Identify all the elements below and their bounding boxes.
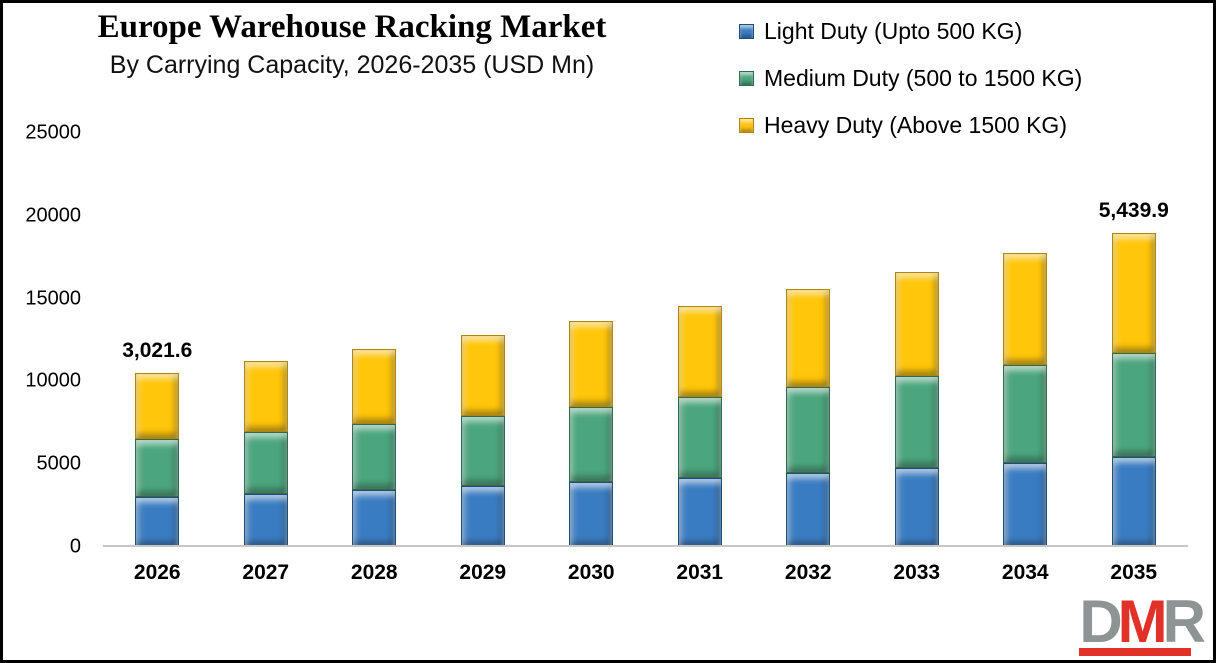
y-axis: 0 5000 10000 15000 20000 25000 (3, 122, 82, 558)
x-axis-label: 2035 (1110, 561, 1158, 584)
chart-subtitle: By Carrying Capacity, 2026-2035 (USD Mn) (109, 50, 595, 79)
bar-segment (135, 372, 180, 439)
bar-column-2029 (429, 133, 538, 547)
bar-column-2027 (212, 133, 321, 547)
dmr-logo: DMR (1079, 592, 1206, 656)
bar-segment (352, 348, 397, 424)
legend-label: Light Duty (Upto 500 KG) (764, 18, 1023, 44)
x-axis-label: 2033 (893, 561, 941, 584)
logo-underline (1079, 648, 1192, 656)
data-label: 3,021.6 (122, 339, 193, 362)
bar-stack (243, 361, 288, 547)
x-axis-label: 2029 (459, 561, 507, 584)
bar-column-2026: 3,021.6 (103, 133, 212, 547)
x-axis-label: 2032 (784, 561, 832, 584)
bar-segment (569, 482, 614, 547)
bar-column-2034 (971, 133, 1080, 547)
bar-stack (460, 335, 505, 547)
bar-segment (786, 289, 831, 388)
title-block: Europe Warehouse Racking Market By Carry… (11, 9, 693, 80)
x-axis-line (103, 545, 1188, 547)
logo-letter-d: D (1079, 588, 1122, 655)
chart-title: Europe Warehouse Racking Market (97, 9, 607, 45)
bar-segment (243, 431, 288, 494)
bar-segment (352, 490, 397, 547)
bar-column-2032 (754, 133, 863, 547)
y-tick-label: 20000 (25, 204, 81, 227)
bar-segment (1111, 352, 1156, 457)
x-axis-label: 2027 (242, 561, 290, 584)
bar-segment (135, 497, 180, 547)
logo-letter-r: R (1162, 588, 1206, 655)
logo-letters: DMR (1079, 592, 1206, 652)
bar-segment (243, 493, 288, 547)
bar-segment (1111, 456, 1156, 547)
bar-segment (786, 473, 831, 547)
bar-stack (352, 348, 397, 547)
y-tick-label: 25000 (25, 121, 81, 144)
y-tick-label: 10000 (25, 369, 81, 392)
bar-segment (677, 477, 722, 547)
bar-segment (1003, 364, 1048, 463)
x-axis-label: 2031 (676, 561, 724, 584)
bar-segment (894, 271, 939, 377)
bar-column-2030 (537, 133, 646, 547)
legend-item: Light Duty (Upto 500 KG) (739, 18, 1082, 45)
data-label: 5,439.9 (1098, 199, 1169, 222)
bar-segment (1111, 233, 1156, 353)
bar-segment (894, 468, 939, 547)
bar-segment (460, 335, 505, 416)
bar-segment (569, 320, 614, 407)
plot-area: 3,021.6 5,439.9 (103, 133, 1188, 547)
x-axis-label: 2026 (133, 561, 181, 584)
bar-stack (894, 271, 939, 547)
y-tick-label: 15000 (25, 287, 81, 310)
bar-segment (352, 424, 397, 490)
bar-column-2033 (863, 133, 972, 547)
bar-stack (1111, 233, 1156, 547)
bar-column-2028 (320, 133, 429, 547)
x-axis-label: 2034 (1001, 561, 1049, 584)
legend-label: Heavy Duty (Above 1500 KG) (764, 112, 1067, 138)
x-axis-label: 2030 (567, 561, 615, 584)
bar-segment (677, 305, 722, 398)
bar-segment (243, 361, 288, 432)
bar-stack (786, 289, 831, 547)
x-axis-labels: 2026 2027 2028 2029 2030 2031 2032 2033 2034 2035 (103, 561, 1188, 585)
bar-column-2035: 5,439.9 (1080, 133, 1189, 547)
bar-segment (460, 415, 505, 487)
bar-segment (460, 486, 505, 547)
bar-stack (569, 320, 614, 547)
bar-stack (677, 305, 722, 547)
legend-marker-icon (739, 24, 754, 39)
legend-marker-icon (739, 118, 754, 133)
bar-segment (677, 397, 722, 478)
legend-item: Medium Duty (500 to 1500 KG) (739, 65, 1082, 92)
bar-segment (135, 439, 180, 497)
bar-segment (1003, 462, 1048, 547)
bar-segment (786, 387, 831, 473)
logo-letter-m: M (1117, 588, 1168, 655)
legend-marker-icon (739, 71, 754, 86)
bar-segment (1003, 253, 1048, 365)
bar-column-2031 (646, 133, 755, 547)
bar-stack (1003, 253, 1048, 547)
legend-item: Heavy Duty (Above 1500 KG) (739, 112, 1082, 139)
legend-label: Medium Duty (500 to 1500 KG) (764, 65, 1083, 91)
x-axis-label: 2028 (350, 561, 398, 584)
bar-segment (894, 376, 939, 468)
bar-stack (135, 372, 180, 547)
legend: Light Duty (Upto 500 KG) Medium Duty (500… (739, 18, 1082, 139)
y-tick-label: 5000 (36, 452, 82, 475)
y-tick-label: 0 (69, 535, 81, 558)
bar-segment (569, 406, 614, 482)
